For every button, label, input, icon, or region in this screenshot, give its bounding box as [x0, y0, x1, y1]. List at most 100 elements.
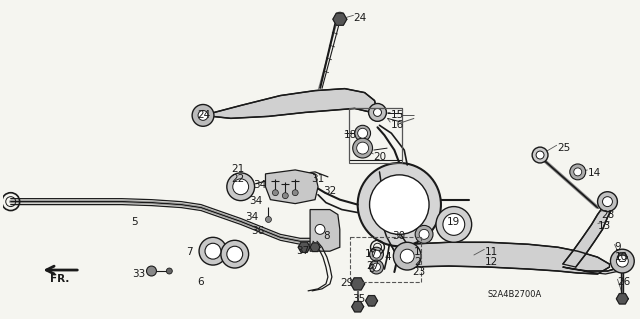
Circle shape — [266, 217, 271, 222]
Bar — [349, 108, 403, 163]
Text: 33: 33 — [132, 269, 146, 279]
Polygon shape — [298, 242, 310, 252]
Circle shape — [282, 193, 288, 199]
Text: 17: 17 — [365, 249, 378, 259]
Circle shape — [616, 255, 628, 267]
Text: 24: 24 — [354, 13, 367, 23]
Circle shape — [205, 243, 221, 259]
Text: 11: 11 — [484, 247, 498, 257]
Polygon shape — [351, 278, 365, 290]
Circle shape — [358, 163, 441, 246]
Bar — [349, 237, 421, 282]
Polygon shape — [563, 200, 612, 267]
Text: 34: 34 — [250, 196, 263, 206]
Text: 15: 15 — [390, 110, 404, 121]
Polygon shape — [310, 243, 320, 251]
Text: 29: 29 — [340, 278, 353, 288]
Circle shape — [415, 226, 433, 243]
Text: 36: 36 — [252, 226, 265, 236]
Polygon shape — [376, 172, 407, 267]
Text: 9: 9 — [614, 242, 621, 252]
Circle shape — [394, 242, 421, 270]
Circle shape — [369, 175, 429, 234]
Text: 34: 34 — [244, 211, 258, 221]
Text: 28: 28 — [602, 210, 615, 219]
Circle shape — [369, 103, 387, 121]
Text: 13: 13 — [598, 221, 611, 232]
Circle shape — [198, 110, 208, 120]
Text: FR.: FR. — [51, 274, 70, 284]
Polygon shape — [310, 210, 340, 251]
Circle shape — [353, 138, 372, 158]
Circle shape — [233, 179, 248, 195]
Circle shape — [221, 240, 248, 268]
Circle shape — [227, 173, 255, 201]
Polygon shape — [618, 253, 627, 262]
Circle shape — [436, 207, 472, 242]
Circle shape — [372, 250, 380, 258]
Text: S2A4B2700A: S2A4B2700A — [488, 290, 542, 299]
Circle shape — [602, 197, 612, 207]
Polygon shape — [365, 296, 378, 306]
Text: 37: 37 — [296, 246, 310, 256]
Circle shape — [598, 192, 618, 211]
Text: 30: 30 — [392, 231, 406, 241]
Circle shape — [315, 225, 325, 234]
Text: 22: 22 — [231, 174, 244, 184]
Text: 8: 8 — [323, 231, 330, 241]
Circle shape — [611, 249, 634, 273]
Circle shape — [358, 128, 367, 138]
Text: 3: 3 — [369, 264, 375, 274]
Text: 1: 1 — [414, 247, 420, 257]
Text: 7: 7 — [186, 247, 193, 257]
Circle shape — [374, 108, 381, 116]
Text: 4: 4 — [385, 252, 391, 262]
Circle shape — [192, 105, 214, 126]
Circle shape — [574, 168, 582, 176]
Text: 6: 6 — [197, 277, 204, 287]
Text: 31: 31 — [311, 174, 324, 184]
Circle shape — [536, 151, 544, 159]
Circle shape — [369, 260, 383, 274]
Circle shape — [335, 12, 345, 22]
Circle shape — [273, 190, 278, 196]
Circle shape — [369, 247, 383, 261]
Circle shape — [570, 164, 586, 180]
Circle shape — [292, 190, 298, 196]
Text: 2: 2 — [414, 257, 420, 267]
Text: 34: 34 — [253, 180, 267, 190]
Text: 20: 20 — [374, 152, 387, 162]
Polygon shape — [333, 13, 347, 25]
Polygon shape — [266, 170, 318, 204]
Circle shape — [227, 246, 243, 262]
Polygon shape — [203, 89, 378, 118]
Text: 26: 26 — [618, 277, 630, 287]
Circle shape — [400, 249, 414, 263]
Circle shape — [199, 237, 227, 265]
Text: 35: 35 — [352, 294, 365, 304]
Circle shape — [372, 263, 380, 271]
Text: 5: 5 — [132, 218, 138, 227]
Text: 18: 18 — [344, 130, 357, 140]
Circle shape — [356, 142, 369, 154]
Text: 21: 21 — [231, 164, 244, 174]
Text: 23: 23 — [412, 267, 426, 277]
Text: 12: 12 — [484, 257, 498, 267]
Bar — [349, 108, 403, 160]
Circle shape — [166, 268, 172, 274]
Text: 24: 24 — [197, 110, 211, 121]
Text: 10: 10 — [614, 252, 628, 262]
Text: 14: 14 — [588, 168, 601, 178]
Circle shape — [147, 266, 156, 276]
Circle shape — [419, 229, 429, 239]
Polygon shape — [407, 242, 609, 274]
Circle shape — [443, 213, 465, 235]
Text: 25: 25 — [557, 143, 570, 153]
Text: 32: 32 — [323, 186, 336, 196]
Text: 16: 16 — [390, 120, 404, 130]
Polygon shape — [352, 301, 364, 312]
Polygon shape — [616, 293, 628, 304]
Text: 27: 27 — [367, 261, 380, 271]
Text: 19: 19 — [447, 218, 460, 227]
Circle shape — [355, 125, 371, 141]
